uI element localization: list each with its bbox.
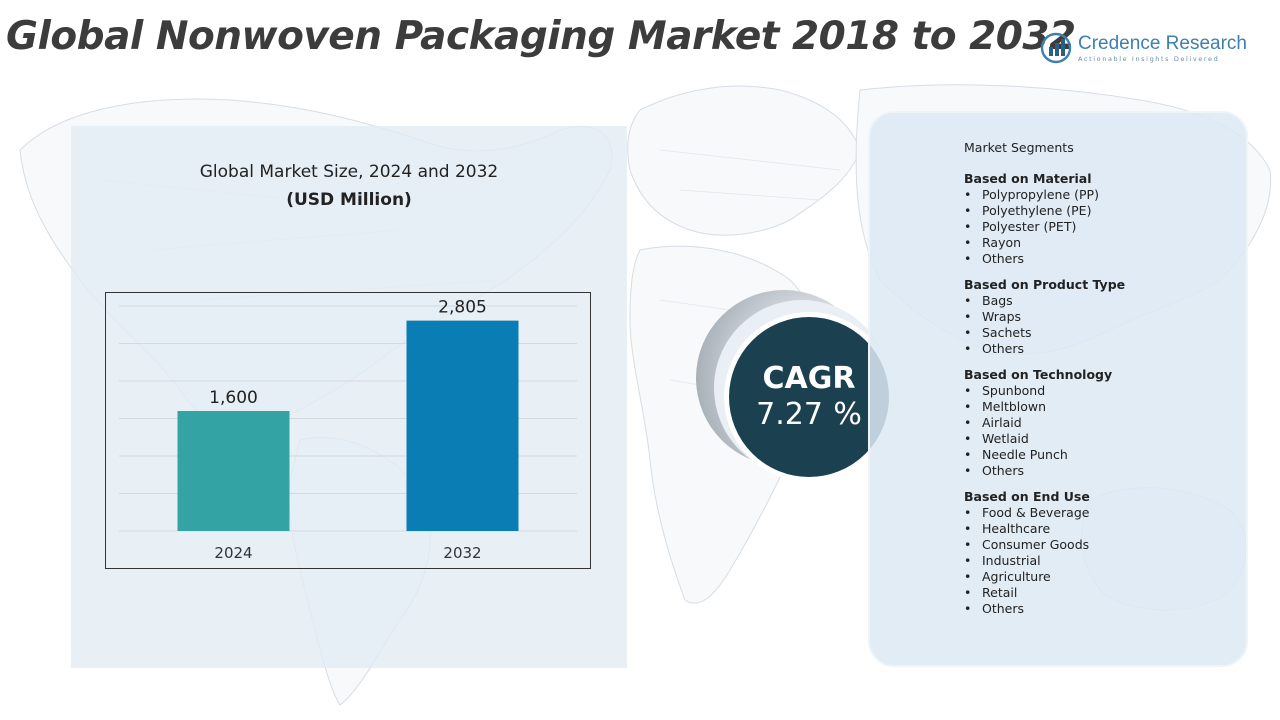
segment-list: BagsWrapsSachetsOthers	[964, 293, 1244, 357]
cagr-unit: %	[833, 397, 862, 432]
segments-heading: Market Segments	[964, 140, 1074, 155]
cagr-value: 7.27	[756, 397, 823, 432]
bar-2024	[177, 411, 290, 531]
europe-shape	[627, 85, 861, 236]
segment-item: Others	[964, 463, 1244, 479]
x-tick-label-2024: 2024	[214, 544, 252, 562]
segment-item: Agriculture	[964, 569, 1244, 585]
segment-item: Others	[964, 601, 1244, 617]
segment-item: Food & Beverage	[964, 505, 1244, 521]
segment-group-title: Based on End Use	[964, 489, 1090, 504]
segment-item: Sachets	[964, 325, 1244, 341]
x-tick-label-2032: 2032	[443, 544, 481, 562]
segment-item: Polyethylene (PE)	[964, 203, 1244, 219]
segment-item: Polyester (PET)	[964, 219, 1244, 235]
segment-item: Needle Punch	[964, 447, 1244, 463]
credence-research-logo[interactable]: Credence Research Actionable Insights De…	[1040, 30, 1260, 70]
logo-name: Credence Research	[1078, 33, 1247, 54]
segment-groups: Based on MaterialPolypropylene (PP)Polye…	[964, 171, 1244, 617]
segment-item: Bags	[964, 293, 1244, 309]
segment-list: Polypropylene (PP)Polyethylene (PE)Polye…	[964, 187, 1244, 267]
segment-item: Wetlaid	[964, 431, 1244, 447]
segment-item: Retail	[964, 585, 1244, 601]
segment-group: Based on MaterialPolypropylene (PP)Polye…	[964, 171, 1244, 267]
logo-tagline: Actionable Insights Delivered	[1078, 55, 1220, 63]
data-label-2032: 2,805	[438, 298, 487, 318]
segment-item: Others	[964, 341, 1244, 357]
segment-group: Based on TechnologySpunbondMeltblownAirl…	[964, 367, 1244, 479]
segment-list: SpunbondMeltblownAirlaidWetlaidNeedle Pu…	[964, 383, 1244, 479]
bar-2032	[406, 320, 519, 531]
segment-group: Based on End UseFood & BeverageHealthcar…	[964, 489, 1244, 617]
segment-item: Meltblown	[964, 399, 1244, 415]
segment-group-title: Based on Product Type	[964, 277, 1126, 292]
segment-group-title: Based on Technology	[964, 367, 1113, 382]
chart-frame	[105, 292, 591, 569]
data-label-2024: 1,600	[209, 388, 258, 408]
cagr-badge: CAGR 7.27 %	[724, 312, 894, 482]
segment-item: Spunbond	[964, 383, 1244, 399]
chart-title: Global Market Size, 2024 and 2032	[199, 162, 499, 182]
segment-item: Healthcare	[964, 521, 1244, 537]
cagr-label: CAGR	[762, 361, 856, 396]
segment-item: Airlaid	[964, 415, 1244, 431]
chart-panel	[71, 126, 627, 668]
market-segments: Market Segments Based on MaterialPolypro…	[964, 140, 1244, 627]
segment-item: Industrial	[964, 553, 1244, 569]
chart-unit-subtitle: (USD Million)	[286, 190, 412, 210]
segment-item: Others	[964, 251, 1244, 267]
segment-item: Polypropylene (PP)	[964, 187, 1244, 203]
page-title: Global Nonwoven Packaging Market 2018 to…	[6, 14, 1076, 59]
segment-item: Rayon	[964, 235, 1244, 251]
segment-item: Consumer Goods	[964, 537, 1244, 553]
segment-group: Based on Product TypeBagsWrapsSachetsOth…	[964, 277, 1244, 357]
segment-list: Food & BeverageHealthcareConsumer GoodsI…	[964, 505, 1244, 617]
segment-item: Wraps	[964, 309, 1244, 325]
segment-group-title: Based on Material	[964, 171, 1092, 186]
bar-chart: 1,600 2024 2,805 2032	[119, 298, 577, 562]
cagr-value-line: 7.27 %	[756, 397, 862, 433]
bar-chart-logo-icon	[1040, 32, 1072, 64]
